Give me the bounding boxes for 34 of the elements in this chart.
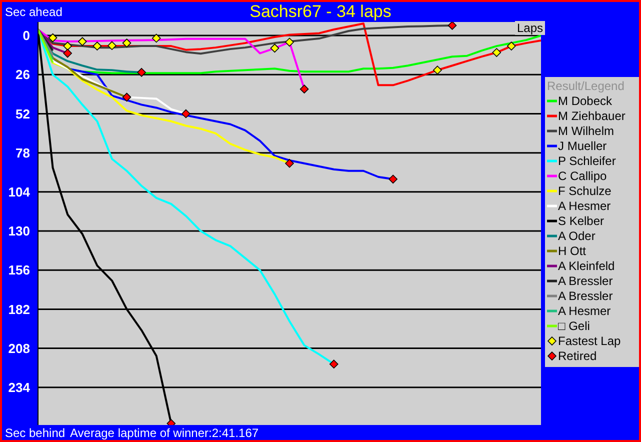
y-tick-label: 52 (16, 106, 30, 122)
chart-title: Sachsr67 - 34 laps (250, 2, 392, 21)
legend-label: C Callipo (558, 168, 607, 182)
legend-label: J Mueller (558, 138, 607, 152)
text: Sec behind (5, 426, 66, 440)
legend-label: A Kleinfeld (558, 258, 615, 272)
text: Average laptime of winner:2:41.167 (70, 426, 259, 440)
legend-label: A Oder (558, 228, 596, 242)
legend-label: A Bressler (558, 274, 613, 288)
legend-label: A Hesmer (558, 304, 611, 318)
legend-label: S Kelber (558, 214, 604, 228)
legend-label: H Ott (558, 244, 586, 258)
legend-label: P Schleifer (558, 154, 616, 168)
y-tick-label: 130 (8, 224, 30, 239)
y-tick-label: 208 (8, 340, 30, 356)
legend-label: M Wilhelm (558, 124, 614, 138)
y-tick-label: 104 (8, 184, 31, 200)
y-tick-label: 78 (16, 145, 30, 160)
legend-label: Fastest Lap (558, 334, 621, 348)
y-tick-label: 0 (22, 28, 30, 44)
y-tick-label: 26 (16, 67, 30, 82)
legend-label: A Hesmer (558, 198, 611, 212)
legend-title: Result/Legend (547, 79, 626, 93)
legend-label: A Bressler (558, 288, 613, 302)
legend-label: Retired (558, 348, 597, 362)
y-tick-label: 156 (8, 262, 30, 278)
legend-label: M Dobeck (558, 94, 612, 108)
legend-label: M Ziehbauer (558, 108, 626, 122)
x-axis-title: Laps (515, 21, 546, 35)
y-tick-label: 234 (8, 380, 31, 396)
legend-label: F Schulze (558, 184, 612, 198)
legend-label: □ Geli (558, 318, 590, 332)
y-tick-label: 182 (8, 302, 30, 317)
y-axis-title: Sec ahead (5, 5, 62, 19)
